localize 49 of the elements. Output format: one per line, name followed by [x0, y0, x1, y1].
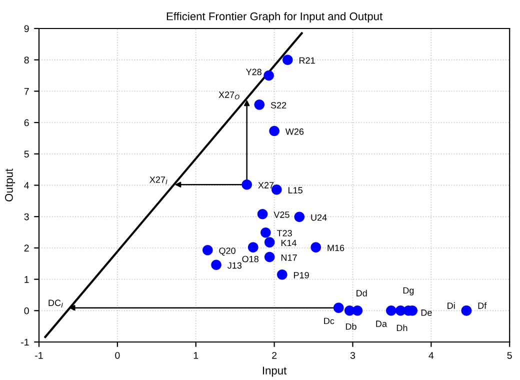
annotation: P19: [294, 272, 309, 278]
chart-title: Efficient Frontier Graph for Input and Output: [166, 12, 383, 22]
annotation: Dh: [396, 324, 408, 332]
annotation: T23: [276, 230, 292, 236]
y-tick-label: 7: [24, 88, 29, 95]
annotation: DC$_{I}$: [48, 300, 63, 308]
y-axis-title: Output: [5, 168, 16, 202]
annotation: O18: [242, 256, 258, 262]
x-tick-label: 1: [194, 352, 198, 359]
annotation: Dc: [324, 318, 334, 324]
x-axis-title: Input: [262, 366, 287, 377]
annotation: U24: [311, 214, 327, 221]
y-tick-label: 2: [24, 244, 29, 252]
annotation: Q20: [219, 248, 236, 256]
annotation: N17: [281, 254, 297, 261]
annotation: X27$_{I}$: [150, 176, 168, 184]
y-tick-label: 0: [24, 307, 29, 314]
y-tick-label: 1: [24, 276, 29, 283]
y-tick-label: -1: [21, 338, 29, 346]
x-tick-label: 3: [350, 352, 356, 359]
x-tick-label: 2: [272, 352, 277, 359]
annotation: Df: [478, 302, 487, 309]
y-tick-label: 6: [24, 119, 29, 126]
annotation: V25: [274, 212, 290, 218]
x-tick-label: 5: [507, 352, 512, 359]
y-tick-label: 5: [24, 150, 29, 158]
x-tick-label: 0: [115, 352, 120, 359]
annotation: J13: [228, 262, 242, 269]
annotation: Di: [448, 302, 455, 309]
annotation: Y28: [246, 68, 262, 76]
annotation: Db: [346, 323, 356, 330]
annotation: M16: [328, 244, 344, 252]
y-tick-label: 3: [24, 213, 29, 220]
annotation: De: [421, 310, 432, 316]
annotation: L15: [288, 187, 302, 194]
annotation: Dd: [356, 290, 367, 296]
x-tick-label: -1: [35, 352, 43, 359]
annotation: K14: [281, 240, 297, 246]
annotation: Da: [376, 320, 387, 327]
annotation: S22: [270, 102, 286, 108]
y-tick-label: 8: [24, 56, 29, 64]
annotation: R21: [299, 57, 315, 64]
y-tick-label: 9: [24, 25, 29, 32]
x-tick-label: 4: [428, 352, 434, 359]
annotation: X27: [258, 182, 274, 188]
annotation: W26: [285, 128, 304, 135]
annotation: Dg: [403, 287, 414, 296]
y-tick-label: 4: [24, 182, 29, 189]
annotation: X27$_{O}$: [218, 92, 240, 100]
